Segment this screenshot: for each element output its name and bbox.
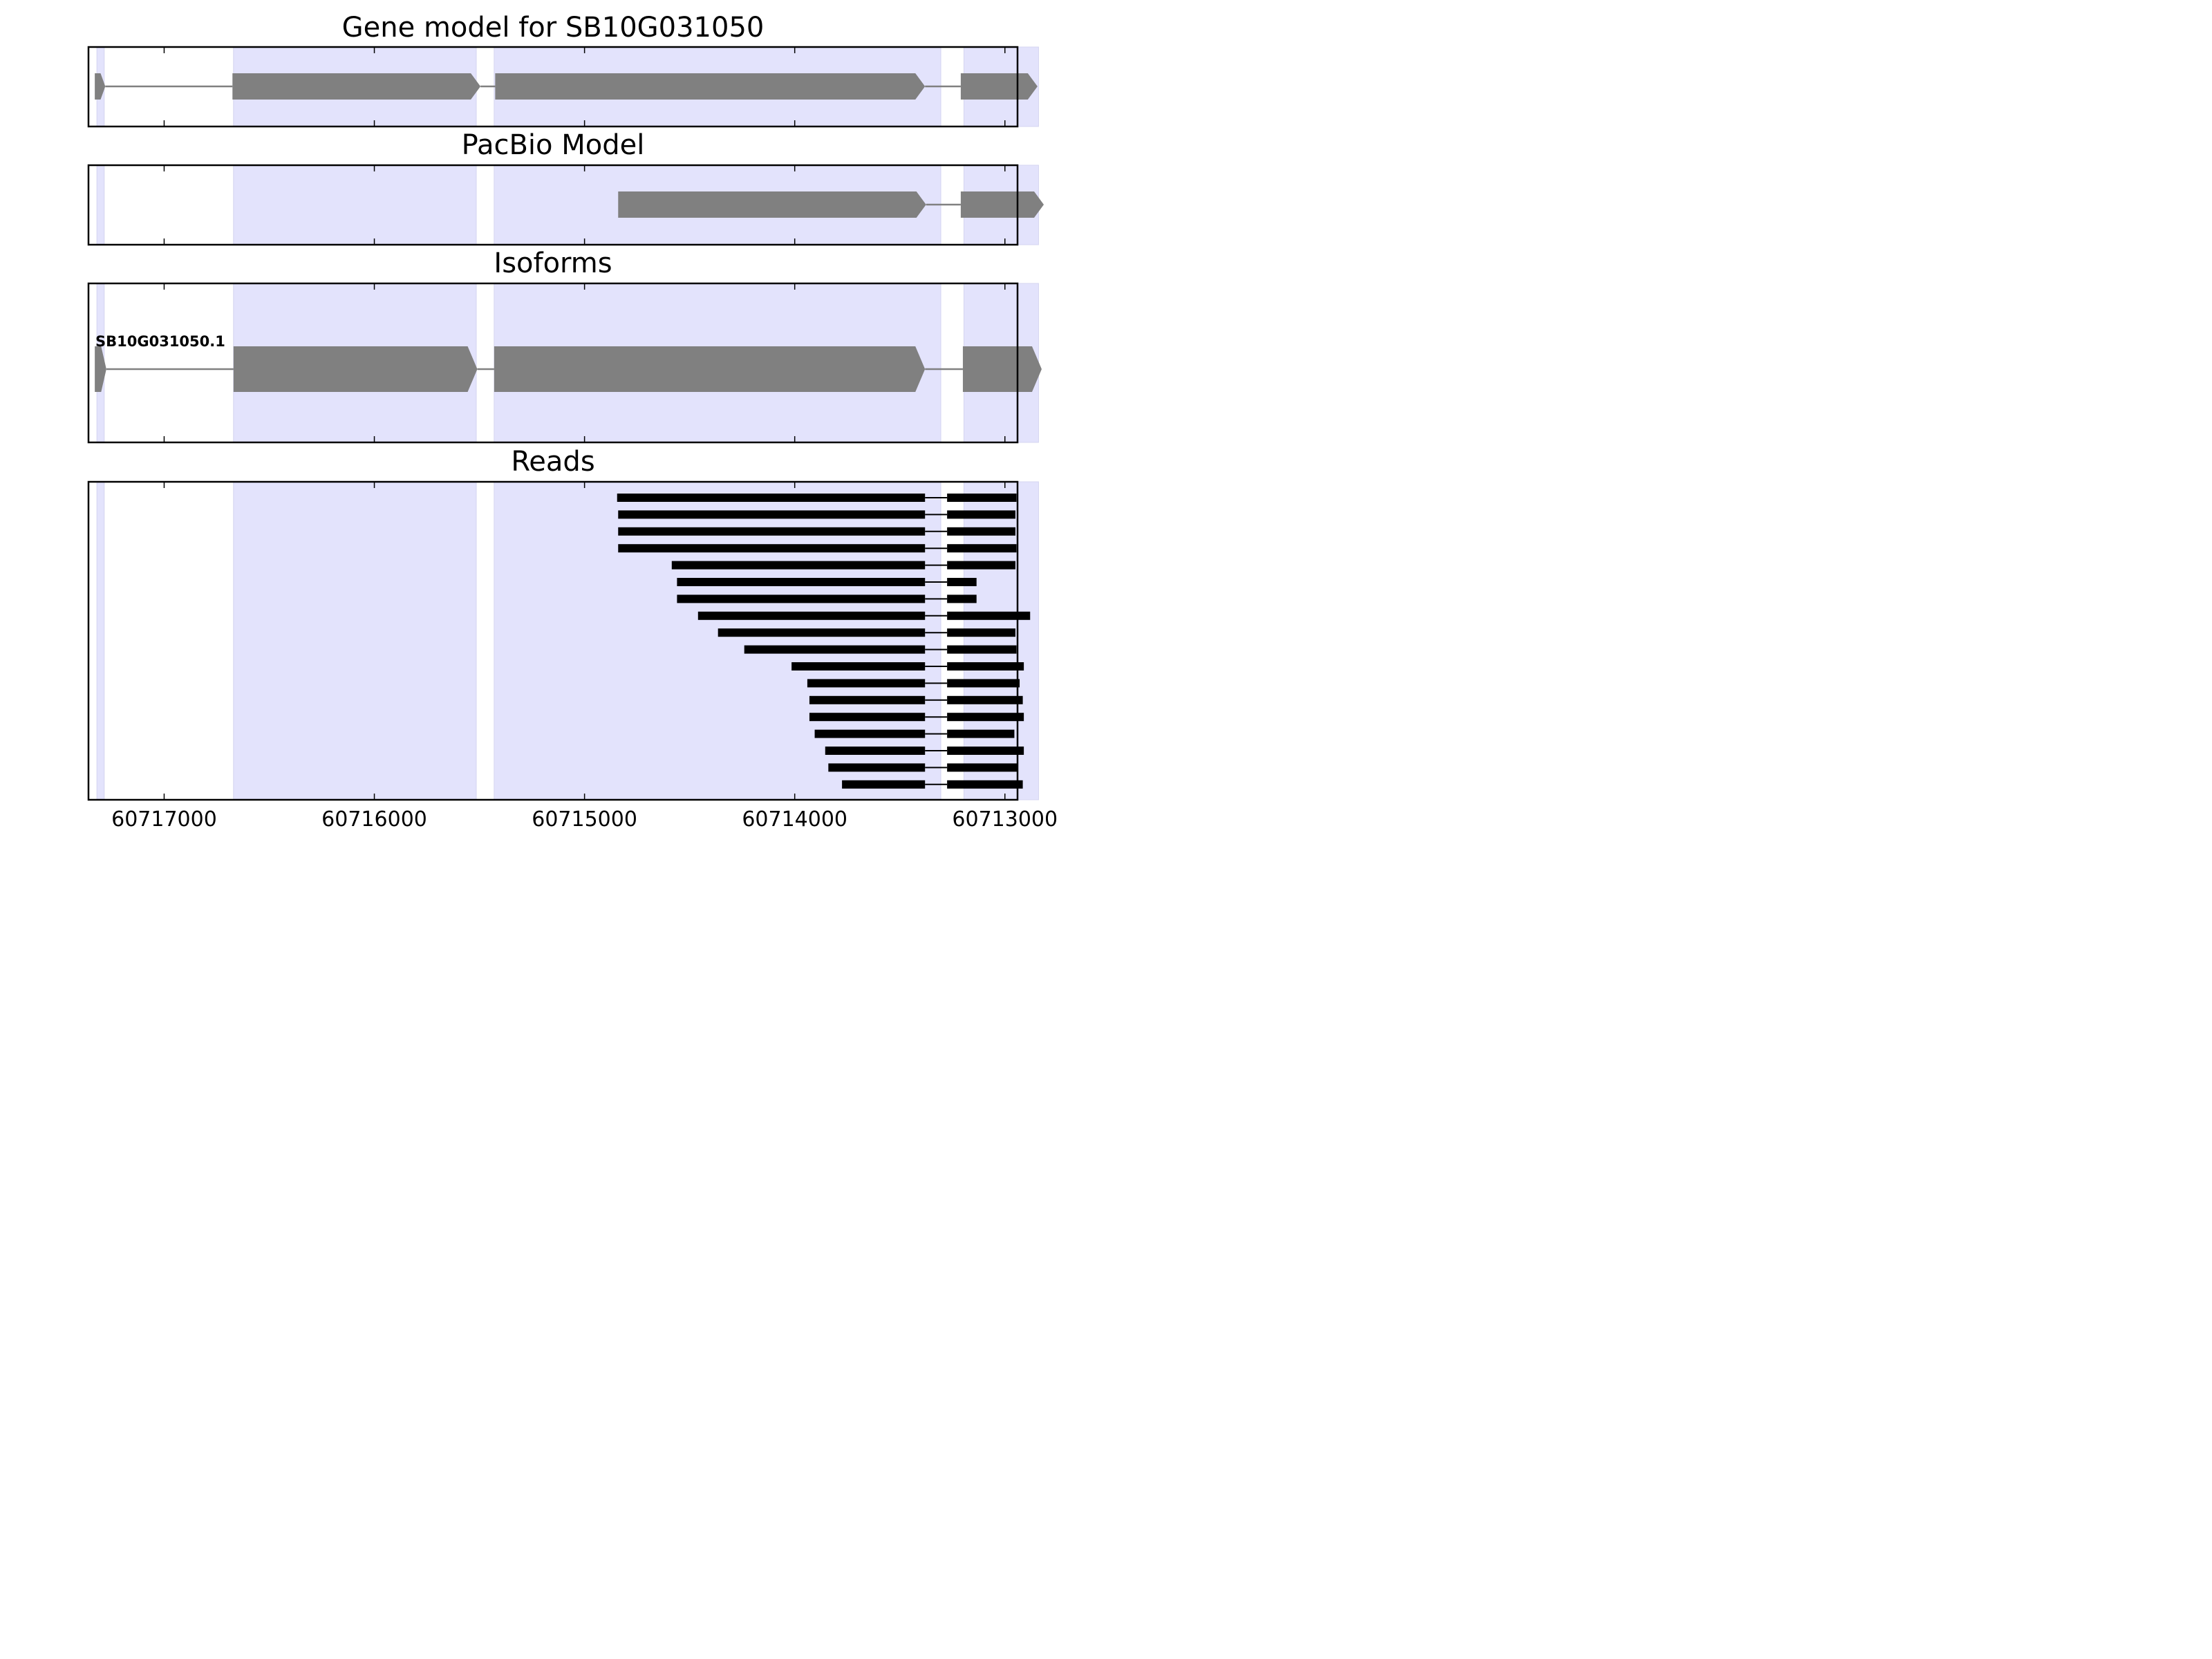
read-exon-bar <box>744 645 926 654</box>
read-exon-bar <box>671 561 926 570</box>
gene-model-frame <box>87 46 1019 128</box>
read-exon-bar <box>718 628 926 637</box>
read-exon-bar <box>947 510 1015 519</box>
gene-model-ticks <box>163 47 1006 126</box>
exon-block <box>495 73 926 100</box>
exon-highlight-region <box>96 481 105 800</box>
isoform-label: SB10G031050.1 <box>95 333 225 350</box>
read-exon-bar <box>618 527 926 536</box>
reads-title: Reads <box>511 446 594 478</box>
pacbio-model-ticks <box>163 165 1006 245</box>
read-exon-bar <box>814 729 926 738</box>
isoforms-ticks <box>163 283 1006 442</box>
read-exon-bar <box>618 544 926 553</box>
reads-panel: Reads <box>87 446 1039 801</box>
x-tick-label: 60714000 <box>742 807 847 830</box>
read-exon-bar <box>677 578 926 586</box>
x-tick-label: 60713000 <box>952 807 1058 830</box>
isoforms-title: Isoforms <box>494 247 612 279</box>
exon-block <box>233 346 478 392</box>
gene-model-panel: Gene model for SB10G031050 <box>87 12 1039 128</box>
read-exon-bar <box>947 679 1020 688</box>
read-exon-bar <box>947 494 1017 502</box>
read-exon-bar <box>791 662 926 671</box>
exon-highlight-region <box>233 165 477 245</box>
read-exon-bar <box>947 713 1024 722</box>
read-exon-bar <box>947 747 1024 755</box>
exon-block <box>960 191 1044 218</box>
read-exon-bar <box>947 729 1015 738</box>
read-exon-bar <box>947 544 1017 553</box>
read-exon-bar <box>947 561 1015 570</box>
read-exon-bar <box>947 594 977 603</box>
exon-block <box>95 73 106 100</box>
isoforms-panel: Isoforms SB10G031050.1 <box>87 247 1042 444</box>
reads-frame <box>87 480 1019 801</box>
exon-block <box>95 346 106 392</box>
read-exon-bar <box>947 611 1031 620</box>
read-exon-bar <box>809 695 926 704</box>
reads-ticks <box>163 482 1006 800</box>
read-exon-bar <box>807 679 926 688</box>
read-exon-bar <box>947 645 1017 654</box>
read-exon-bar <box>947 527 1015 536</box>
exon-block <box>962 346 1042 392</box>
read-exon-bar <box>842 780 926 789</box>
isoforms-frame <box>87 282 1019 444</box>
x-tick-label: 60715000 <box>532 807 637 830</box>
read-exon-bar <box>947 695 1023 704</box>
exon-highlight-region <box>233 481 477 800</box>
read-exon-bar <box>947 578 977 586</box>
pacbio-model-panel: PacBio Model <box>87 129 1044 246</box>
x-tick-label: 60716000 <box>321 807 427 830</box>
read-exon-bar <box>828 763 926 772</box>
exon-block <box>494 346 926 392</box>
read-exon-bar <box>947 628 1015 637</box>
read-exon-bar <box>618 510 926 519</box>
exon-highlight-region <box>96 165 105 245</box>
read-exon-bar <box>947 662 1024 671</box>
read-exon-bar <box>947 763 1018 772</box>
read-exon-bar <box>809 713 926 722</box>
gene-model-title: Gene model for SB10G031050 <box>342 12 765 44</box>
x-axis-tick-labels: 60717000 60716000 60715000 60714000 6071… <box>111 807 1058 830</box>
read-exon-bar <box>825 747 926 755</box>
exon-block <box>618 191 926 218</box>
gene-model-features <box>95 73 1038 100</box>
exon-block <box>232 73 481 100</box>
reads-features <box>617 494 1031 789</box>
pacbio-model-title: PacBio Model <box>462 129 645 161</box>
pacbio-model-features <box>618 191 1044 218</box>
read-exon-bar <box>617 494 926 502</box>
gene-model-chart: Gene model for SB10G031050 PacBio Model … <box>87 12 1058 830</box>
read-exon-bar <box>697 611 926 620</box>
pacbio-model-frame <box>87 164 1019 246</box>
read-exon-bar <box>677 594 926 603</box>
read-exon-bar <box>947 780 1023 789</box>
x-tick-label: 60717000 <box>111 807 217 830</box>
exon-block <box>960 73 1038 100</box>
isoforms-features <box>95 346 1042 392</box>
